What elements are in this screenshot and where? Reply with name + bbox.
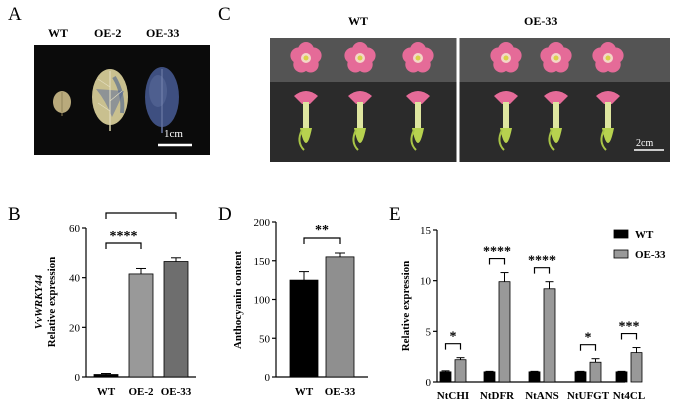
significance-label: * [450,330,457,345]
flower-photo: 2cm [270,38,670,162]
x-tick-label: WT [295,386,314,398]
chart-b: 0 20 40 60 WT OE-2 OE-33 **** **** VvWRKY44Relati… [33,210,196,398]
y-tick-label: 100 [254,295,271,307]
significance-label: *** [619,320,640,335]
bar [325,256,355,378]
x-tick-label: OE-2 [128,386,154,398]
bar [454,359,467,383]
significance-label: **** [483,245,511,260]
legend-swatch [613,229,629,239]
y-tick-label: 60 [69,223,81,235]
oe33-leaf [145,67,179,133]
bar [630,352,643,383]
significance-label: * [585,331,592,346]
y-axis-label: VvWRKY44Relative expression [33,257,58,348]
flower-label-oe33: OE-33 [524,14,558,28]
significance-label: ** [315,223,329,238]
y-tick-label: 40 [69,273,81,285]
panel-letter-e: E [389,204,401,225]
leaf-photo: 1cm [34,45,210,155]
y-tick-label: 20 [69,322,81,334]
x-tick-label: OE-33 [325,386,356,398]
flower [592,42,624,151]
flower-label-wt: WT [348,14,369,28]
bar [483,371,496,383]
y-tick-label: 200 [254,217,271,229]
significance-bracket [105,242,142,249]
flower [490,42,522,151]
y-tick-label: 50 [259,333,271,345]
significance-bracket [620,332,638,340]
flower [290,42,322,151]
wt-leaf [53,91,71,116]
oe2-leaf [92,69,128,131]
legend-label: WT [635,229,654,241]
bar [439,371,452,383]
y-axis-label: Relative expression [400,261,412,352]
flower [402,42,434,151]
y-tick-label: 0 [426,377,432,389]
flower [540,42,572,151]
significance-label: **** [528,254,556,269]
y-tick-label: 0 [265,372,271,384]
bar [498,281,511,383]
scale-label-a: 1cm [164,128,183,140]
panel-letter-c: C [218,4,231,25]
y-tick-label: 5 [426,326,432,338]
x-tick-label: Nt4CL [613,390,645,402]
panel-letter-b: B [8,204,21,225]
panel-letter-a: A [8,4,22,25]
bar [615,371,628,383]
bar [528,371,541,383]
y-tick-label: 15 [420,225,432,237]
bar [589,361,602,383]
significance-bracket [105,212,177,219]
bar [163,261,189,378]
legend-label: OE-33 [635,249,666,261]
y-tick-label: 0 [75,372,81,384]
x-tick-label: NtUFGT [567,390,610,402]
chart-e: 0 5 10 15 * NtCHI **** NtDFR **** NtANS * NtUFGT ***… [400,225,666,402]
bar [289,279,319,378]
panel-letter-d: D [218,204,232,225]
scale-label-c: 2cm [636,138,653,149]
significance-bracket [579,344,597,351]
y-tick-label: 10 [420,276,432,288]
leaf-label-wt: WT [48,26,69,40]
x-tick-label: WT [97,386,116,398]
significance-bracket [444,343,462,350]
significance-bracket [303,237,341,244]
x-tick-label: NtANS [525,390,559,402]
bar [574,371,587,383]
legend-swatch [613,249,629,259]
leaf-label-oe2: OE-2 [94,26,122,40]
leaf-label-oe33: OE-33 [146,26,180,40]
significance-label: **** [127,210,155,214]
bar [128,273,154,378]
x-tick-label: NtCHI [437,390,469,402]
bar [543,288,556,383]
significance-bracket [533,267,551,274]
significance-bracket [488,257,506,265]
flower [344,42,376,151]
x-tick-label: OE-33 [161,386,192,398]
x-tick-label: NtDFR [480,390,515,402]
significance-label: **** [110,229,138,244]
chart-d: 0 50 100 150 200 WT OE-33 ** Anthocyanin content [232,217,368,398]
y-axis-label: Anthocyanin content [232,251,244,349]
bar [93,374,119,378]
y-tick-label: 150 [254,256,271,268]
